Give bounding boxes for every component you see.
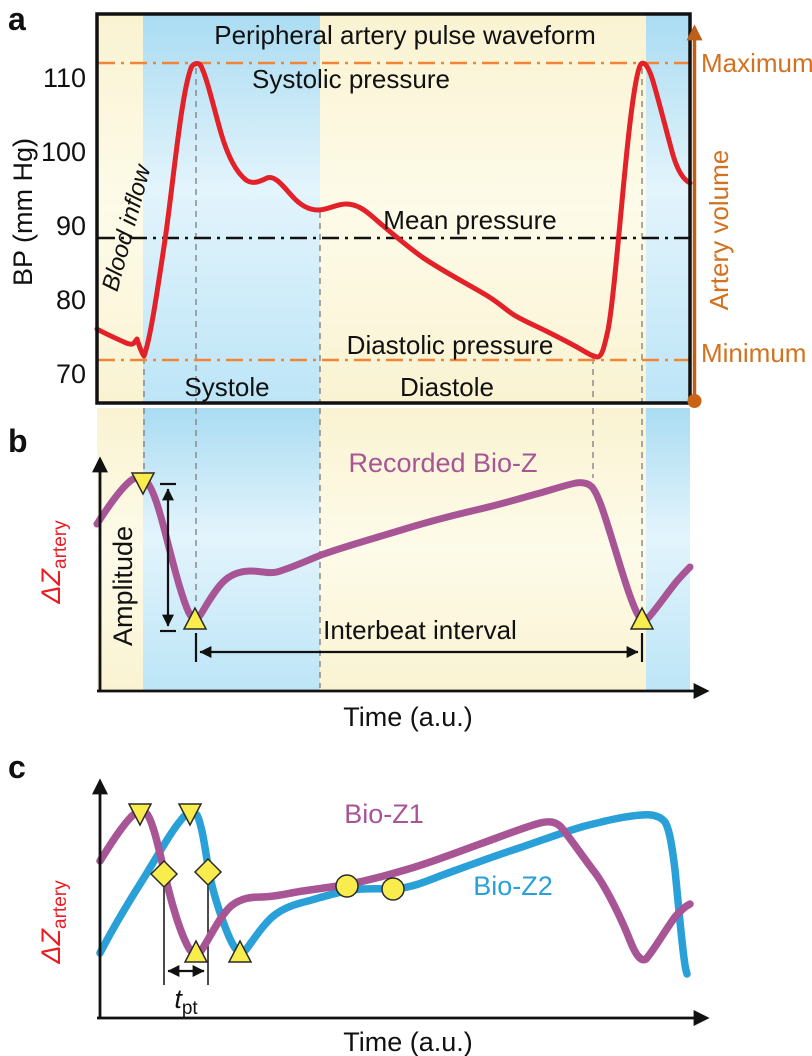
systole-label: Systole bbox=[184, 372, 269, 402]
panel-a-letter: a bbox=[8, 1, 26, 37]
alignment-dashed-lines-b bbox=[143, 408, 643, 688]
bioz1-inflection-marker-circle bbox=[335, 874, 359, 898]
delta-z-sub-c: artery bbox=[50, 880, 71, 929]
bioz1-peak-marker-triangle-down bbox=[127, 803, 153, 827]
panel-a-border bbox=[95, 12, 692, 405]
systole-band-a bbox=[143, 15, 320, 403]
maximum-label: Maximum bbox=[701, 48, 812, 78]
bioz12-feature-markers bbox=[127, 803, 405, 963]
minimum-label: Minimum bbox=[701, 338, 806, 368]
recorded-bioz-label: Recorded Bio-Z bbox=[348, 448, 537, 478]
diastolic-pressure-label: Diastolic pressure bbox=[347, 330, 554, 360]
bp-waveform-curve bbox=[94, 60, 693, 360]
delta-z-artery-label-c: ΔZartery bbox=[36, 880, 71, 965]
delta-z-main-c: ΔZ bbox=[36, 927, 66, 964]
delta-z-sub-b: artery bbox=[50, 520, 71, 569]
time-axis-label-c: Time (a.u.) bbox=[343, 1027, 473, 1056]
bioz1-label: Bio-Z1 bbox=[344, 799, 424, 829]
panel-c-letter: c bbox=[8, 749, 26, 785]
y-tick-70: 70 bbox=[56, 359, 86, 389]
bioz-feature-markers bbox=[130, 472, 655, 630]
diastole-label: Diastole bbox=[400, 372, 494, 402]
mean-pressure-label: Mean pressure bbox=[383, 205, 556, 235]
bioz2-slope-marker-diamond bbox=[193, 857, 223, 887]
delta-z-artery-label-b: ΔZartery bbox=[36, 520, 71, 605]
bioz1-slope-marker-diamond bbox=[149, 859, 179, 889]
artery-volume-axis bbox=[686, 24, 703, 408]
amplitude-annotation bbox=[160, 482, 176, 633]
tpt-label-sub: pt bbox=[182, 998, 199, 1019]
bioz2-foot-marker-triangle-up bbox=[227, 939, 253, 963]
foot2-marker-triangle-up bbox=[629, 606, 655, 630]
y-tick-90: 90 bbox=[56, 211, 86, 241]
bioz2-inflection-marker-circle bbox=[381, 877, 405, 901]
peak-marker-triangle-down bbox=[130, 472, 156, 496]
bioz2-peak-marker-triangle-down bbox=[177, 803, 203, 827]
panel-b: Recorded Bio-Z Amplitude Interbeat inter… bbox=[36, 408, 710, 732]
diastole-band-a bbox=[320, 15, 646, 403]
next-systole-band-b bbox=[646, 408, 690, 691]
tpt-label: tpt bbox=[174, 984, 198, 1019]
artery-volume-label: Artery volume bbox=[704, 150, 734, 310]
bp-axis-label: BP (mm Hg) bbox=[8, 138, 38, 286]
interbeat-interval-label: Interbeat interval bbox=[323, 615, 517, 645]
phase-bands bbox=[97, 15, 690, 691]
y-tick-80: 80 bbox=[56, 285, 86, 315]
y-tick-110: 110 bbox=[43, 63, 86, 93]
y-axis-ticks-a: 110 100 90 80 70 bbox=[41, 63, 86, 389]
foot1-marker-triangle-up bbox=[182, 606, 208, 630]
interbeat-annotation bbox=[194, 633, 644, 662]
pre-systole-band-b bbox=[97, 408, 143, 691]
alignment-dashed-lines-a bbox=[143, 68, 643, 403]
bioz1-foot-marker-triangle-up bbox=[183, 939, 209, 963]
diastole-band-b bbox=[320, 408, 646, 691]
artery-volume-axis-origin-dot bbox=[687, 394, 702, 408]
panel-a: Peripheral artery pulse waveform Systoli… bbox=[8, 12, 812, 691]
delta-z-main-b: ΔZ bbox=[36, 567, 66, 604]
panel-a-title: Peripheral artery pulse waveform bbox=[214, 20, 596, 50]
y-tick-100: 100 bbox=[41, 137, 86, 167]
panel-c: Bio-Z1 Bio-Z2 tpt ΔZartery Time (a.u.) bbox=[36, 778, 710, 1056]
systolic-pressure-label: Systolic pressure bbox=[252, 64, 450, 94]
time-axis-label-b: Time (a.u.) bbox=[343, 702, 473, 732]
tpt-label-t: t bbox=[174, 984, 183, 1014]
bioz2-label: Bio-Z2 bbox=[473, 871, 553, 901]
panel-b-letter: b bbox=[8, 423, 28, 459]
amplitude-label: Amplitude bbox=[108, 526, 138, 646]
